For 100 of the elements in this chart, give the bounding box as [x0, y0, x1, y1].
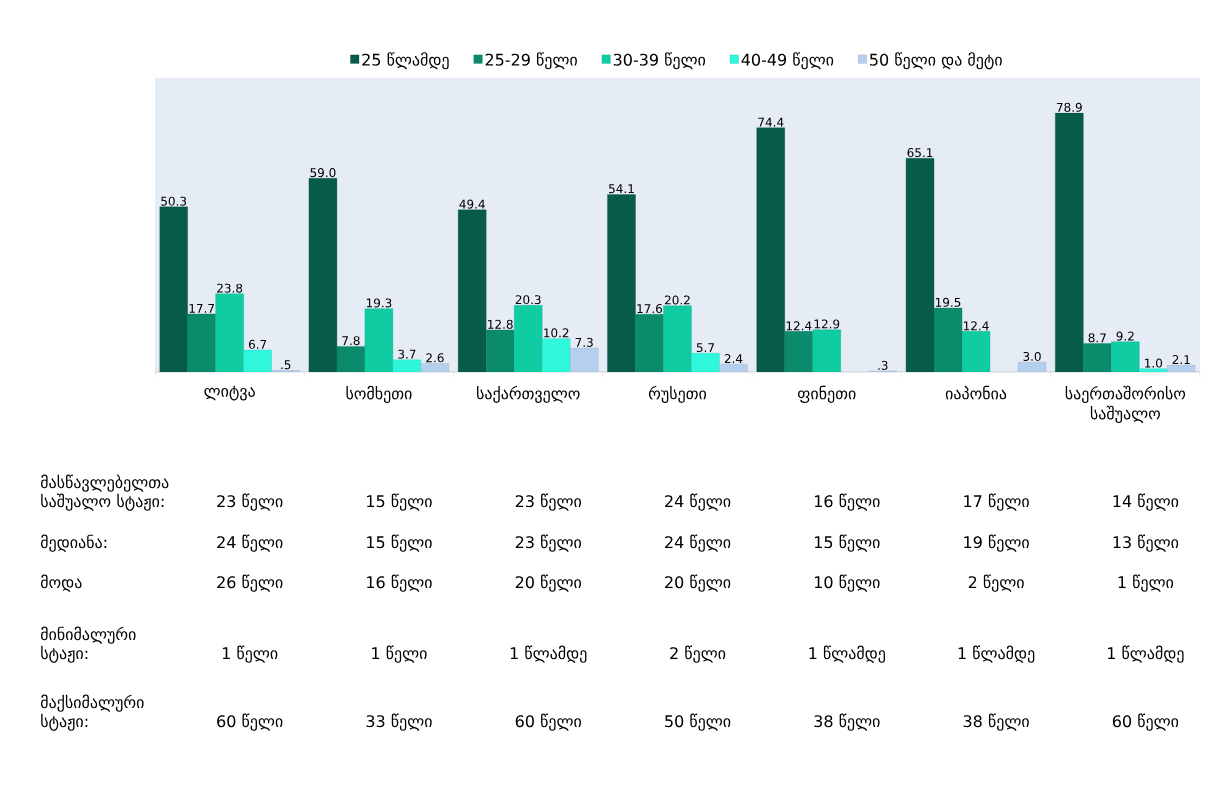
- x-tick-label: იაპონია: [945, 385, 1007, 400]
- data-label: 12.4: [963, 321, 989, 331]
- bar: [933, 307, 963, 373]
- text: 20 წელი: [515, 574, 581, 592]
- text: 1 წელი: [372, 645, 427, 663]
- text: მედიანა:: [40, 534, 107, 552]
- data-label: 20.3: [515, 295, 541, 305]
- bar: [756, 127, 785, 373]
- data-label: 54.1: [609, 184, 634, 194]
- text: 24 წელი: [665, 493, 731, 511]
- bar: [420, 363, 450, 373]
- text: 2 წელი: [670, 645, 726, 663]
- bar: [719, 363, 748, 373]
- bar: [961, 331, 991, 373]
- data-label: 50.3: [161, 196, 187, 206]
- data-label: 2.4: [724, 354, 743, 363]
- legend-label: 25-29 წელი: [485, 52, 577, 70]
- text: 15 წელი: [367, 493, 432, 511]
- data-label: 23.8: [217, 283, 243, 293]
- text: 38 წელი: [814, 713, 880, 731]
- data-label: 6.7: [248, 339, 267, 349]
- text: 60 წელი: [515, 713, 581, 731]
- text: 13 წელი: [1113, 534, 1179, 552]
- text: 1 წლამდე: [809, 645, 885, 663]
- data-label: 20.2: [664, 295, 690, 305]
- legend-label: 50 წელი და მეტი: [870, 52, 1002, 70]
- bar: [308, 178, 338, 373]
- data-label: 1.0: [1145, 358, 1163, 368]
- data-label: 7.8: [342, 336, 360, 346]
- text: 17 წელი: [964, 493, 1029, 511]
- data-label: 49.4: [459, 199, 485, 209]
- bar: [336, 346, 366, 373]
- bar: [1083, 343, 1112, 373]
- bar: [635, 314, 664, 373]
- data-label: 12.8: [488, 319, 513, 329]
- data-label: 74.4: [758, 117, 784, 127]
- text: მოდა: [40, 574, 82, 592]
- bar: [458, 209, 487, 373]
- text: 50 წელი: [665, 713, 731, 731]
- bar: [812, 329, 841, 373]
- text: მაქსიმალური სტაჟი:: [40, 694, 144, 731]
- data-label: 78.9: [1056, 102, 1082, 112]
- bar: [607, 194, 636, 373]
- data-label: 9.2: [1116, 331, 1134, 341]
- x-tick-label: საერთაშორისო საშუალო: [1065, 385, 1186, 423]
- bar: [1017, 362, 1047, 373]
- text: 24 წელი: [217, 534, 283, 552]
- text: 23 წელი: [515, 534, 581, 552]
- x-tick-label: რუსეთი: [648, 385, 707, 403]
- data-label: 12.9: [814, 319, 840, 329]
- text: 1 წელი: [222, 645, 278, 663]
- data-label: .5: [281, 360, 291, 370]
- data-label: 19.3: [366, 298, 392, 308]
- text: მინიმალური სტაჟი:: [40, 626, 136, 663]
- bar: [542, 338, 571, 373]
- data-label: 5.7: [696, 343, 714, 353]
- data-label: .3: [878, 360, 888, 370]
- text: 26 წელი: [217, 574, 283, 592]
- x-tick-label: საქართველო: [477, 385, 580, 403]
- data-label: 8.7: [1088, 333, 1106, 343]
- data-label: 3.0: [1023, 351, 1041, 362]
- text: 23 წელი: [515, 493, 581, 511]
- legend-label: 30-39 წელი: [613, 52, 706, 70]
- text: 16 წელი: [367, 574, 432, 592]
- bar: [514, 305, 543, 373]
- text: 19 წელი: [964, 534, 1029, 552]
- text: 14 წელი: [1113, 493, 1179, 511]
- data-label: 59.0: [310, 168, 336, 178]
- text: 1 წელი: [1118, 574, 1174, 592]
- text: 1 წლამდე: [958, 645, 1035, 663]
- text: 38 წელი: [963, 713, 1029, 731]
- bar: [905, 158, 935, 373]
- data-label: 17.7: [189, 304, 214, 313]
- text: 1 წლამდე: [1107, 645, 1184, 663]
- data-label: 7.3: [575, 337, 593, 347]
- bar: [486, 329, 515, 373]
- data-label: 2.6: [426, 353, 444, 363]
- text: 24 წელი: [665, 534, 731, 552]
- text: 33 წელი: [366, 713, 432, 731]
- data-label: 2.1: [1172, 355, 1190, 364]
- text: 15 წელი: [814, 534, 880, 552]
- bar: [159, 206, 188, 373]
- data-label: 65.1: [907, 148, 933, 158]
- bar: [1055, 112, 1084, 373]
- bar: [187, 313, 216, 373]
- text: 23 წელი: [217, 493, 283, 511]
- bar: [1167, 364, 1196, 373]
- data-label: 12.4: [786, 321, 812, 331]
- bar: [1111, 341, 1140, 373]
- text: 10 წელი: [814, 574, 880, 592]
- bar: [215, 293, 244, 373]
- data-label: 3.7: [398, 349, 416, 359]
- data-label: 17.6: [637, 304, 663, 314]
- text: 2 წელი: [968, 574, 1024, 592]
- bar: [570, 347, 599, 373]
- x-tick-label: ლიტვა: [204, 385, 255, 401]
- text: 60 წელი: [1112, 713, 1179, 731]
- text: 60 წელი: [217, 713, 283, 731]
- text: მასწავლებელთა საშუალო სტაჟი:: [40, 474, 169, 511]
- x-tick-label: სომხეთი: [346, 385, 412, 403]
